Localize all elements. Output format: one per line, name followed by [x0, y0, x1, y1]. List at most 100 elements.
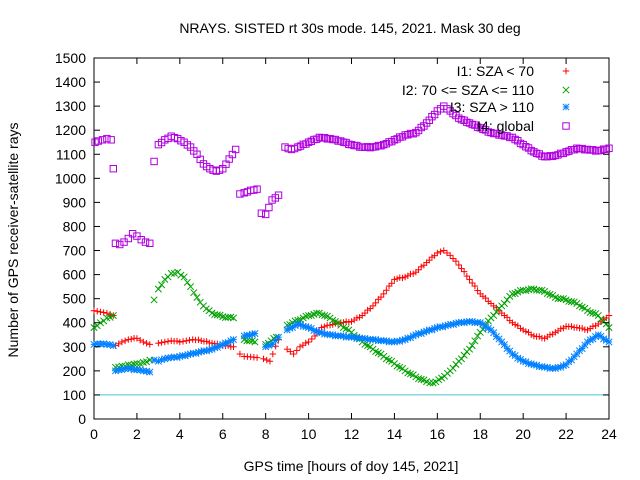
data-point-s4 — [511, 135, 519, 144]
data-point-s4 — [562, 148, 570, 156]
data-point-s1 — [401, 273, 409, 281]
data-point-s2 — [180, 273, 188, 281]
data-point-s2 — [150, 296, 158, 304]
data-point-s4 — [128, 229, 137, 238]
data-point-s4 — [538, 152, 546, 160]
data-points — [90, 102, 613, 387]
y-tick-label: 1500 — [55, 50, 86, 66]
data-point-s3 — [150, 356, 158, 364]
data-point-s1 — [568, 323, 575, 330]
data-point-s4 — [465, 119, 474, 127]
data-point-s4 — [331, 135, 340, 144]
data-point-s2 — [586, 308, 594, 317]
data-point-s1 — [546, 331, 554, 338]
data-point-s4 — [231, 145, 240, 154]
data-point-s1 — [393, 275, 401, 283]
data-point-s4 — [274, 191, 283, 199]
data-point-s1 — [426, 256, 433, 264]
data-point-s4 — [377, 142, 385, 150]
data-point-s4 — [404, 131, 412, 139]
data-point-s4 — [546, 152, 554, 160]
data-point-s1 — [589, 323, 597, 330]
data-point-s1 — [308, 335, 316, 343]
data-point-s2 — [305, 311, 313, 320]
data-point-s1 — [296, 343, 304, 350]
data-point-s4 — [535, 150, 543, 158]
data-point-s4 — [492, 129, 501, 138]
y-tick-label: 1200 — [55, 122, 86, 138]
data-point-s4 — [294, 143, 302, 151]
data-point-s1 — [140, 338, 147, 346]
data-point-s4 — [146, 239, 154, 248]
data-point-s1 — [536, 333, 543, 340]
data-point-s2 — [158, 281, 166, 289]
data-point-s4 — [559, 149, 568, 158]
data-point-s4 — [468, 120, 476, 129]
data-point-s4 — [570, 146, 578, 154]
data-point-s1 — [100, 309, 107, 316]
data-point-s2 — [133, 360, 141, 368]
data-point-s4 — [487, 128, 495, 137]
data-point-s1 — [115, 340, 122, 347]
data-point-s1 — [440, 247, 447, 254]
data-point-s1 — [452, 257, 460, 265]
data-point-s2 — [594, 311, 602, 320]
data-point-s2 — [109, 311, 117, 320]
data-point-s4 — [471, 121, 479, 129]
data-point-s3 — [103, 340, 111, 348]
data-point-s2 — [474, 332, 482, 340]
data-point-s1 — [573, 324, 581, 331]
data-point-s2 — [465, 345, 474, 353]
data-point-s1 — [283, 346, 291, 353]
data-point-s4 — [393, 135, 401, 143]
y-tick-label: 500 — [63, 291, 87, 307]
data-point-s4 — [551, 151, 560, 160]
data-point-s2 — [106, 313, 114, 321]
data-point-s1 — [409, 270, 417, 277]
data-point-s4 — [543, 152, 552, 161]
x-tick-label: 16 — [430, 426, 446, 442]
data-point-s4 — [554, 151, 562, 159]
y-tick-label: 700 — [63, 243, 87, 259]
data-point-s1 — [522, 328, 530, 335]
data-point-s4 — [236, 190, 244, 198]
data-point-s2 — [415, 375, 423, 383]
data-point-s3 — [594, 331, 602, 339]
data-point-s1 — [420, 262, 428, 269]
data-point-s1 — [455, 261, 462, 269]
data-point-s1 — [230, 343, 237, 350]
data-point-s1 — [236, 350, 244, 358]
data-point-s2 — [460, 351, 468, 359]
data-point-s4 — [484, 128, 492, 136]
data-point-s1 — [183, 337, 190, 344]
data-point-s1 — [293, 347, 300, 354]
y-tick-label: 800 — [63, 218, 87, 234]
data-point-s3 — [164, 354, 172, 362]
y-tick-label: 900 — [63, 194, 87, 210]
data-point-s4 — [398, 133, 407, 141]
data-point-s1 — [399, 274, 406, 282]
x-axis-label: GPS time [hours of doy 145, 2021] — [244, 458, 459, 474]
data-point-s1 — [302, 339, 309, 347]
data-point-s1 — [447, 252, 454, 259]
legend-label-i3: I3: SZA > 110 — [450, 99, 534, 115]
data-point-s1 — [514, 322, 522, 329]
y-tick-label: 200 — [63, 363, 87, 379]
data-point-s4 — [565, 147, 573, 155]
legend-label-i1: I1: SZA < 70 — [457, 63, 535, 79]
data-point-s4 — [388, 137, 396, 146]
data-point-s1 — [345, 318, 353, 326]
data-point-s4 — [514, 137, 522, 145]
data-point-s1 — [367, 305, 374, 312]
data-point-s1 — [530, 332, 538, 340]
data-point-s1 — [418, 263, 425, 271]
data-point-s2 — [243, 337, 251, 345]
legend-marker-i4 — [562, 122, 570, 130]
data-point-s1 — [146, 341, 153, 348]
data-point-s1 — [372, 299, 379, 307]
data-point-s2 — [190, 289, 198, 297]
y-axis-label: Number of GPS receiver-satellite rays — [5, 123, 21, 358]
data-point-s4 — [366, 143, 374, 152]
data-point-s2 — [527, 285, 535, 293]
data-point-s4 — [342, 138, 350, 147]
